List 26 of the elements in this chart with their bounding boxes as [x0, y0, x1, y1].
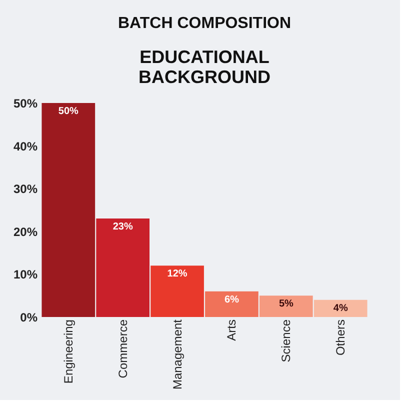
x-tick-label: Others [334, 320, 348, 356]
y-tick-label: 20% [13, 224, 38, 239]
data-label: 6% [224, 294, 240, 306]
data-label: 12% [167, 268, 188, 280]
y-tick-label: 10% [13, 268, 38, 282]
bar [259, 296, 313, 317]
x-tick-label: Commerce [116, 319, 130, 378]
data-label: 50% [58, 106, 79, 117]
x-tick-label: Science [279, 319, 294, 362]
y-tick-label: 50% [13, 96, 38, 110]
bar [205, 291, 258, 317]
bar [96, 218, 150, 317]
bar [42, 103, 96, 317]
x-tick-label: Engineering [61, 320, 76, 384]
y-tick-label: 0% [20, 310, 38, 324]
data-label: 5% [278, 298, 294, 310]
x-tick-label: Management [170, 318, 184, 390]
chart-title: BATCH COMPOSITION [118, 15, 292, 32]
bar [150, 266, 204, 317]
y-tick-label: 40% [13, 139, 38, 154]
data-label: 4% [333, 302, 348, 314]
bar [314, 300, 368, 317]
chart-subtitle: EDUCATIONAL BACKGROUND [138, 47, 270, 87]
data-label: 23% [112, 222, 133, 233]
x-tick-label: Arts [224, 320, 239, 341]
y-tick-label: 30% [13, 182, 38, 196]
